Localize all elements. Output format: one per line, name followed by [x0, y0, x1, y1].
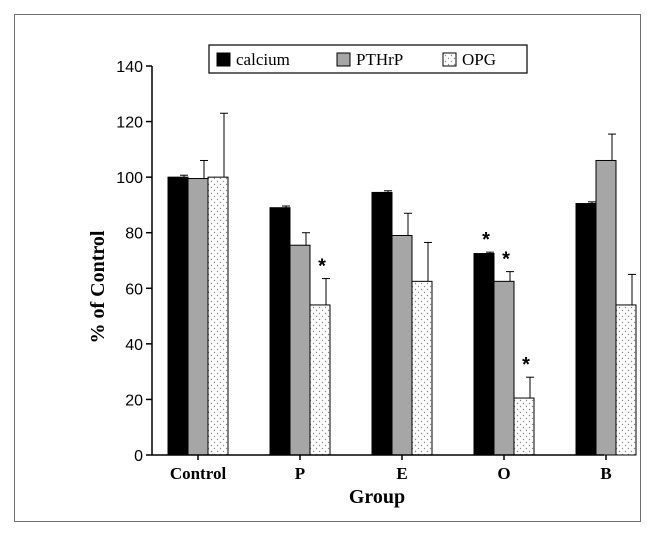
category-label: E	[396, 464, 407, 483]
significance-marker: *	[482, 229, 490, 251]
legend-label-calcium: calcium	[236, 50, 290, 69]
bar-pthrp-p	[289, 244, 311, 456]
bar-pthrp-e	[391, 234, 413, 456]
legend-box	[208, 44, 528, 74]
x-axis-title: Group	[349, 486, 405, 508]
y-tick-label: 40	[125, 337, 143, 354]
y-tick-label: 0	[134, 448, 143, 465]
significance-marker: *	[318, 256, 326, 278]
bar-opg-p	[309, 304, 331, 456]
bar-opg-o	[513, 397, 535, 456]
y-tick-label: 20	[125, 392, 143, 409]
bar-calcium-o	[473, 253, 495, 456]
bar-pthrp-control	[187, 178, 209, 456]
y-tick-label: 140	[116, 59, 143, 76]
y-tick-label: 100	[116, 170, 143, 187]
y-axis-title: % of Control	[87, 230, 109, 343]
legend-label-pthrp: PTHrP	[356, 50, 403, 69]
category-label: P	[295, 464, 305, 483]
legend-label-opg: OPG	[462, 50, 496, 69]
bar-calcium-e	[371, 191, 393, 456]
bar-pthrp-o	[493, 280, 515, 456]
y-tick-label: 80	[125, 226, 143, 243]
legend-swatch-opg	[442, 52, 457, 67]
significance-marker: *	[502, 249, 510, 271]
category-label: O	[497, 464, 510, 483]
bar-opg-b	[615, 304, 637, 456]
bar-opg-e	[411, 280, 433, 456]
legend-swatch-calcium	[216, 52, 231, 67]
bar-opg-control	[207, 176, 229, 456]
legend-swatch-pthrp	[336, 52, 351, 67]
y-tick-label: 120	[116, 115, 143, 132]
category-label: Control	[170, 464, 227, 483]
bar-calcium-b	[575, 203, 597, 456]
significance-marker: *	[522, 354, 530, 376]
bar-calcium-control	[167, 176, 189, 456]
y-tick-label: 60	[125, 281, 143, 298]
bar-pthrp-b	[595, 159, 617, 456]
category-label: B	[600, 464, 611, 483]
bar-calcium-p	[269, 207, 291, 456]
